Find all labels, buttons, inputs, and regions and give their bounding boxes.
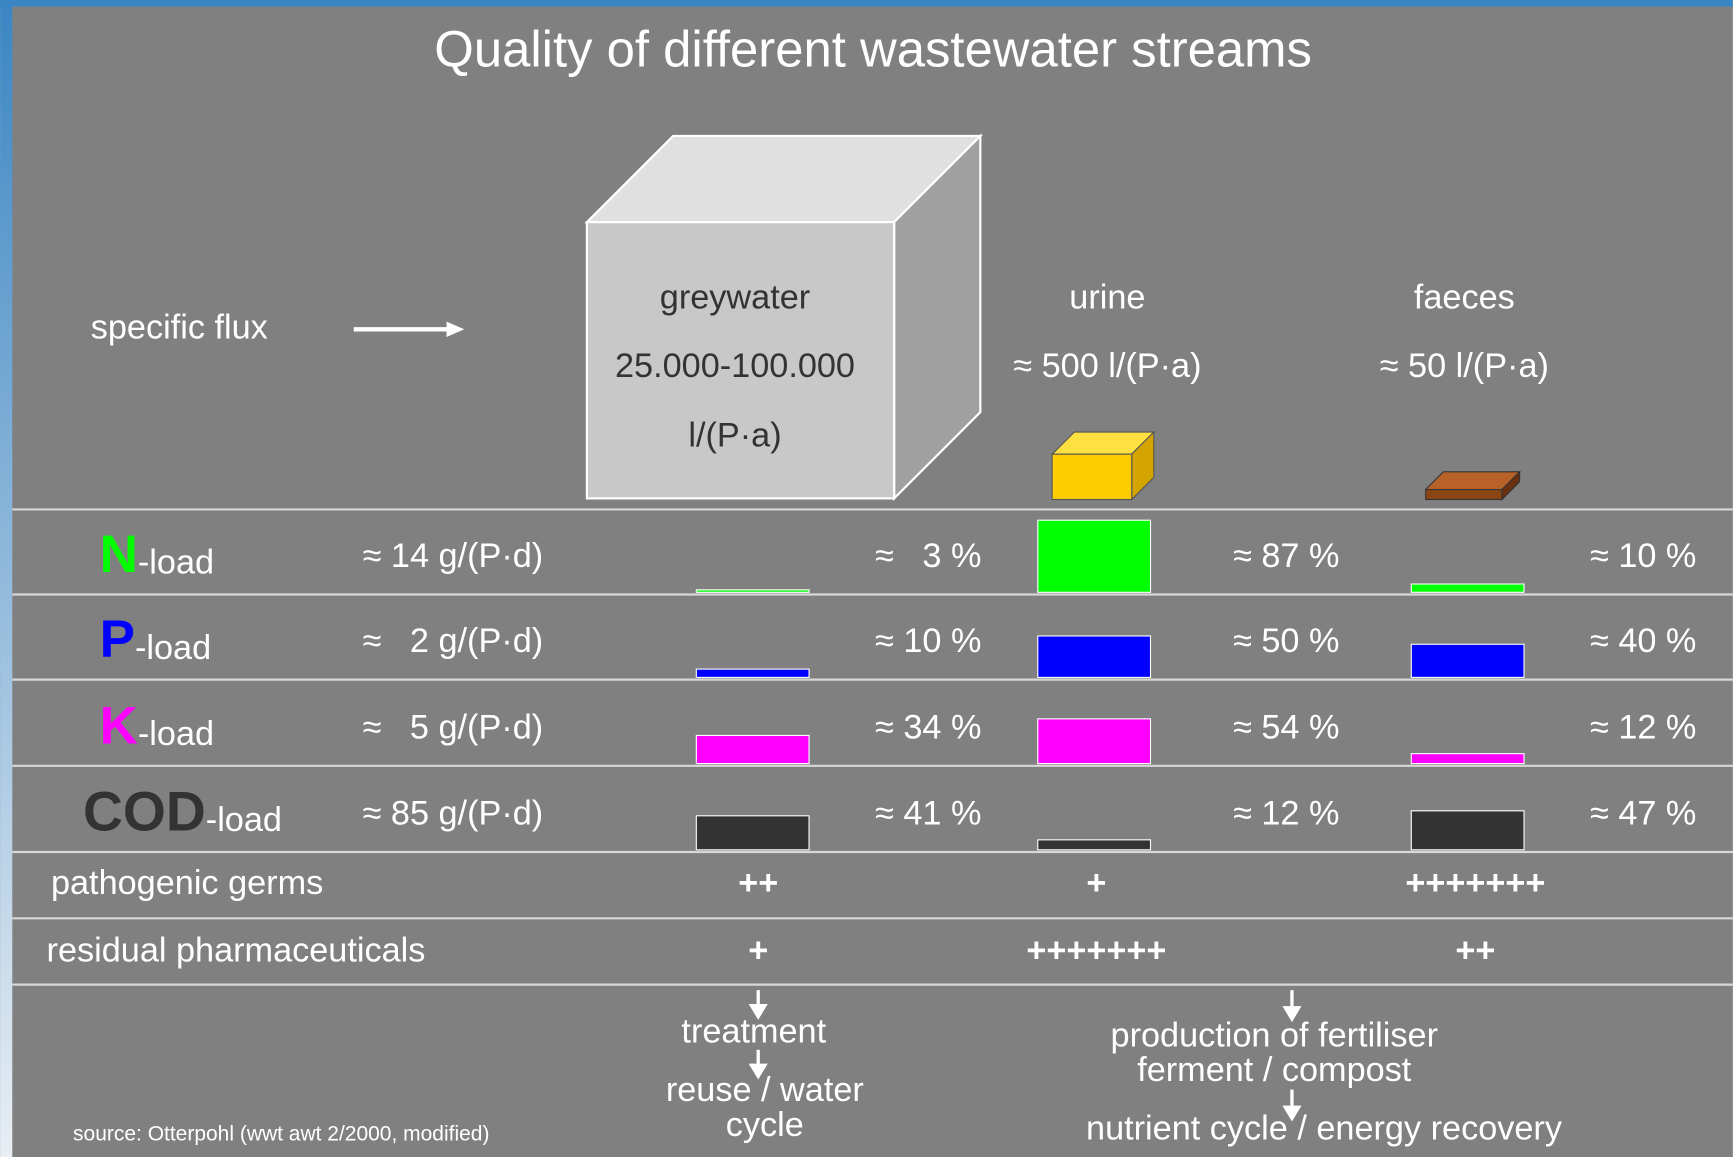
stream-name: greywater (660, 279, 810, 317)
load-suffix: -load (135, 629, 211, 667)
page: Quality of different wastewater streams … (0, 0, 1733, 1157)
outcome: ferment / compost (1137, 1051, 1412, 1089)
source: source: Otterpohl (wwt awt 2/2000, modif… (73, 1122, 489, 1145)
rating-label: residual pharmaceuticals (47, 932, 426, 970)
outcome: reuse / water (666, 1071, 864, 1109)
share-label: ≈ 47 % (1590, 795, 1696, 833)
title: Quality of different wastewater streams (434, 20, 1312, 77)
share-bar (696, 816, 809, 850)
load-total: ≈ 14 g/(P·d) (363, 537, 544, 575)
share-label: ≈ 12 % (1233, 795, 1339, 833)
load-letter: K (100, 696, 138, 755)
load-suffix: -load (206, 801, 282, 839)
share-bar (1411, 754, 1524, 764)
edge-strip (0, 0, 12, 1157)
slide: Quality of different wastewater streams … (0, 0, 1733, 1157)
share-bar (1038, 520, 1151, 592)
top-strip (0, 0, 1733, 7)
share-bar (1038, 636, 1151, 677)
rating-value: +++++++ (1026, 932, 1166, 970)
share-label: ≈ 3 % (875, 537, 981, 575)
share-label: ≈ 10 % (875, 622, 981, 660)
share-label: ≈ 41 % (875, 795, 981, 833)
share-bar (696, 590, 809, 592)
rating-value: ++ (738, 864, 778, 902)
share-bar (1038, 840, 1151, 850)
share-bar (1411, 811, 1524, 850)
flux-label: specific flux (91, 308, 268, 346)
load-letter: P (100, 610, 135, 669)
share-label: ≈ 87 % (1233, 537, 1339, 575)
rating-value: ++ (1455, 932, 1495, 970)
share-label: ≈ 54 % (1233, 708, 1339, 746)
outcome: cycle (726, 1106, 804, 1144)
load-letter: N (100, 525, 138, 584)
load-total: ≈ 5 g/(P·d) (363, 708, 544, 746)
rating-value: + (1086, 864, 1106, 902)
share-label: ≈ 34 % (875, 708, 981, 746)
share-bar (696, 735, 809, 763)
load-letter: COD (83, 780, 206, 842)
outcome: nutrient cycle / energy recovery (1086, 1110, 1563, 1148)
stream-name: faeces (1414, 279, 1515, 317)
share-label: ≈ 10 % (1590, 537, 1696, 575)
stream-flux: ≈ 50 l/(P·a) (1380, 347, 1549, 385)
stream-flux: 25.000-100.000 (615, 347, 855, 385)
rating-value: +++++++ (1405, 864, 1545, 902)
share-label: ≈ 12 % (1590, 708, 1696, 746)
rating-value: + (748, 932, 768, 970)
rating-label: pathogenic germs (51, 864, 323, 902)
outcome: production of fertiliser (1111, 1017, 1438, 1055)
cube-front (1426, 490, 1502, 500)
stream-flux: ≈ 500 l/(P·a) (1013, 347, 1201, 385)
cube-front (1052, 454, 1132, 499)
share-bar (1038, 719, 1151, 764)
share-bar (1411, 644, 1524, 677)
share-bar (1411, 584, 1524, 592)
share-label: ≈ 50 % (1233, 622, 1339, 660)
share-label: ≈ 40 % (1590, 622, 1696, 660)
load-suffix: -load (138, 715, 214, 753)
stream-flux: l/(P·a) (688, 417, 781, 455)
load-total: ≈ 85 g/(P·d) (363, 795, 544, 833)
load-suffix: -load (138, 544, 214, 582)
load-total: ≈ 2 g/(P·d) (363, 622, 544, 660)
stream-name: urine (1069, 279, 1145, 317)
share-bar (696, 669, 809, 677)
outcome: treatment (681, 1012, 826, 1050)
